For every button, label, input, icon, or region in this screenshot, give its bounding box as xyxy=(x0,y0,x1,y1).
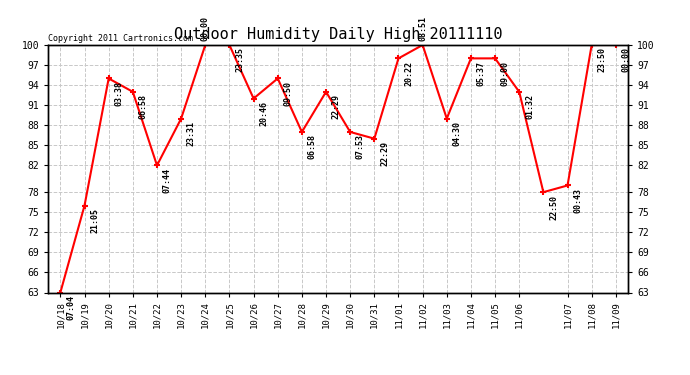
Text: 21:05: 21:05 xyxy=(90,208,99,233)
Text: 23:35: 23:35 xyxy=(235,48,244,72)
Text: 23:50: 23:50 xyxy=(598,48,607,72)
Text: 00:00: 00:00 xyxy=(622,48,631,72)
Text: 06:58: 06:58 xyxy=(139,94,148,119)
Text: 07:53: 07:53 xyxy=(356,134,365,159)
Text: 04:30: 04:30 xyxy=(453,121,462,146)
Text: 00:43: 00:43 xyxy=(573,188,582,213)
Text: 20:22: 20:22 xyxy=(404,61,413,86)
Text: 09:50: 09:50 xyxy=(284,81,293,106)
Text: 22:50: 22:50 xyxy=(549,195,558,220)
Text: 07:04: 07:04 xyxy=(66,295,75,320)
Text: 03:38: 03:38 xyxy=(115,81,124,106)
Text: 07:44: 07:44 xyxy=(163,168,172,193)
Text: 01:32: 01:32 xyxy=(525,94,534,119)
Text: 06:58: 06:58 xyxy=(308,134,317,159)
Text: 05:37: 05:37 xyxy=(477,61,486,86)
Text: 09:00: 09:00 xyxy=(501,61,510,86)
Text: Copyright 2011 Cartronics.com: Copyright 2011 Cartronics.com xyxy=(48,33,193,42)
Text: 23:31: 23:31 xyxy=(187,121,196,146)
Text: 00:00: 00:00 xyxy=(201,16,210,41)
Text: 08:51: 08:51 xyxy=(418,16,427,41)
Title: Outdoor Humidity Daily High 20111110: Outdoor Humidity Daily High 20111110 xyxy=(174,27,502,42)
Text: 20:46: 20:46 xyxy=(259,101,268,126)
Text: 22:29: 22:29 xyxy=(332,94,341,119)
Text: 22:29: 22:29 xyxy=(380,141,389,166)
